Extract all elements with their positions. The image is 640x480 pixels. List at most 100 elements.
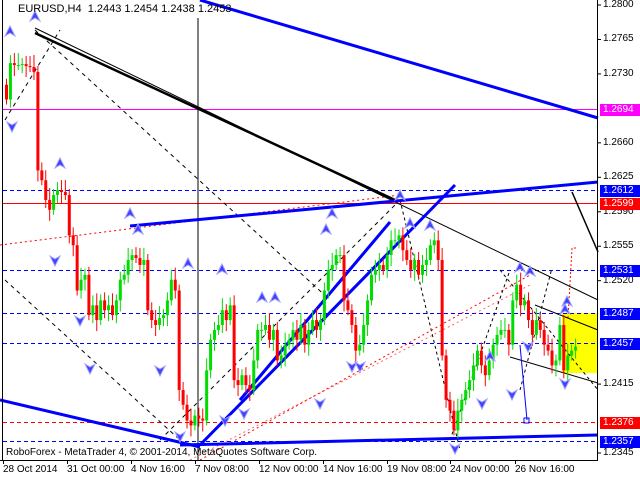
candle bbox=[216, 315, 220, 335]
fractal-up-arrow-icon bbox=[558, 302, 572, 316]
candle bbox=[63, 180, 67, 201]
candle bbox=[307, 321, 311, 356]
fractal-up-arrow-icon bbox=[393, 188, 407, 202]
candle bbox=[165, 292, 169, 327]
fractal-up-arrow-icon bbox=[3, 24, 17, 38]
chart-header: EURUSD,H4 1.2443 1.2454 1.2438 1.2453 bbox=[18, 3, 232, 15]
blue-trendline bbox=[199, 0, 599, 120]
candle bbox=[95, 293, 99, 332]
candle bbox=[574, 338, 578, 359]
candle bbox=[189, 408, 193, 437]
candle bbox=[71, 227, 75, 257]
candle bbox=[334, 249, 338, 270]
fractal-up-arrow-icon bbox=[319, 222, 333, 236]
candle bbox=[134, 247, 138, 264]
candle bbox=[244, 367, 248, 394]
candle bbox=[16, 53, 20, 71]
candle bbox=[354, 317, 358, 362]
low-price: 1.2438 bbox=[161, 3, 195, 15]
time-tick-label: 4 Nov 16:00 bbox=[131, 464, 185, 475]
candle bbox=[154, 310, 158, 336]
candle bbox=[260, 321, 264, 341]
candle bbox=[185, 394, 189, 429]
candle bbox=[342, 245, 346, 312]
time-tick-label: 7 Nov 08:00 bbox=[195, 464, 249, 475]
candle bbox=[228, 297, 232, 326]
copyright-text: RoboForex - MetaTrader 4, © 2001-2014, M… bbox=[6, 447, 318, 458]
dashed-diagonal bbox=[159, 199, 401, 441]
candle bbox=[75, 235, 79, 296]
candle bbox=[381, 258, 385, 275]
candle bbox=[59, 180, 63, 204]
time-tick-label: 26 Nov 16:00 bbox=[515, 464, 575, 475]
candle bbox=[118, 271, 122, 312]
fractal-down-arrow-icon bbox=[5, 120, 19, 134]
candle bbox=[224, 304, 228, 332]
candle bbox=[421, 254, 425, 283]
candle bbox=[107, 295, 111, 322]
candle bbox=[122, 264, 126, 285]
candle bbox=[413, 254, 417, 281]
level-price-label: 1.2599 bbox=[600, 197, 640, 210]
fractal-up-arrow-icon bbox=[423, 218, 437, 232]
candle bbox=[248, 375, 252, 401]
time-tick-label: 24 Nov 00:00 bbox=[450, 464, 510, 475]
fractal-up-arrow-icon bbox=[53, 156, 67, 170]
candle bbox=[209, 333, 213, 379]
candle bbox=[173, 267, 177, 299]
blue-trendline bbox=[179, 433, 599, 447]
projection-marker bbox=[523, 417, 530, 424]
candle bbox=[417, 252, 421, 280]
channel-line bbox=[534, 304, 599, 331]
time-tick-label: 12 Nov 00:00 bbox=[259, 464, 319, 475]
fractal-down-arrow-icon bbox=[313, 397, 327, 411]
candle bbox=[264, 315, 268, 335]
candle bbox=[142, 248, 146, 276]
price-tick-label: 1.2415 bbox=[603, 378, 634, 390]
candle bbox=[56, 182, 60, 204]
candle bbox=[87, 266, 91, 321]
fractal-up-arrow-icon bbox=[131, 222, 145, 236]
price-tick-label: 1.2800 bbox=[603, 0, 634, 10]
fractal-down-arrow-icon bbox=[237, 407, 251, 421]
candle bbox=[271, 323, 275, 351]
candle bbox=[432, 232, 436, 254]
candle bbox=[562, 315, 566, 379]
red-dotted-channel bbox=[199, 274, 531, 461]
candle bbox=[138, 248, 142, 273]
candle bbox=[193, 409, 197, 431]
fractal-up-arrow-icon bbox=[215, 262, 229, 276]
candle bbox=[12, 53, 16, 77]
candle bbox=[177, 284, 181, 401]
candle bbox=[373, 259, 377, 283]
candle bbox=[303, 319, 307, 353]
candle bbox=[67, 189, 71, 244]
dashed-diagonal bbox=[4, 29, 61, 121]
price-tick-label: 1.2345 bbox=[603, 447, 634, 458]
candle bbox=[205, 358, 209, 426]
candle bbox=[464, 381, 468, 405]
candle bbox=[566, 343, 570, 382]
candle bbox=[197, 407, 201, 427]
candle bbox=[283, 332, 287, 367]
candle bbox=[114, 294, 118, 324]
fractal-up-arrow-icon bbox=[123, 206, 137, 220]
candle bbox=[519, 272, 523, 317]
candle bbox=[448, 391, 452, 422]
candle bbox=[103, 292, 107, 319]
candle bbox=[546, 334, 550, 356]
channel-line bbox=[509, 356, 599, 384]
candle bbox=[252, 348, 256, 395]
candle bbox=[99, 294, 103, 326]
candle bbox=[130, 249, 134, 272]
open-price: 1.2443 bbox=[87, 3, 122, 15]
candle bbox=[499, 319, 503, 340]
candle bbox=[240, 369, 244, 391]
candle bbox=[440, 248, 444, 361]
candle bbox=[311, 310, 315, 335]
fractal-up-arrow-icon bbox=[523, 264, 537, 278]
candle bbox=[36, 65, 40, 182]
candle bbox=[8, 55, 12, 108]
candle bbox=[350, 304, 354, 333]
